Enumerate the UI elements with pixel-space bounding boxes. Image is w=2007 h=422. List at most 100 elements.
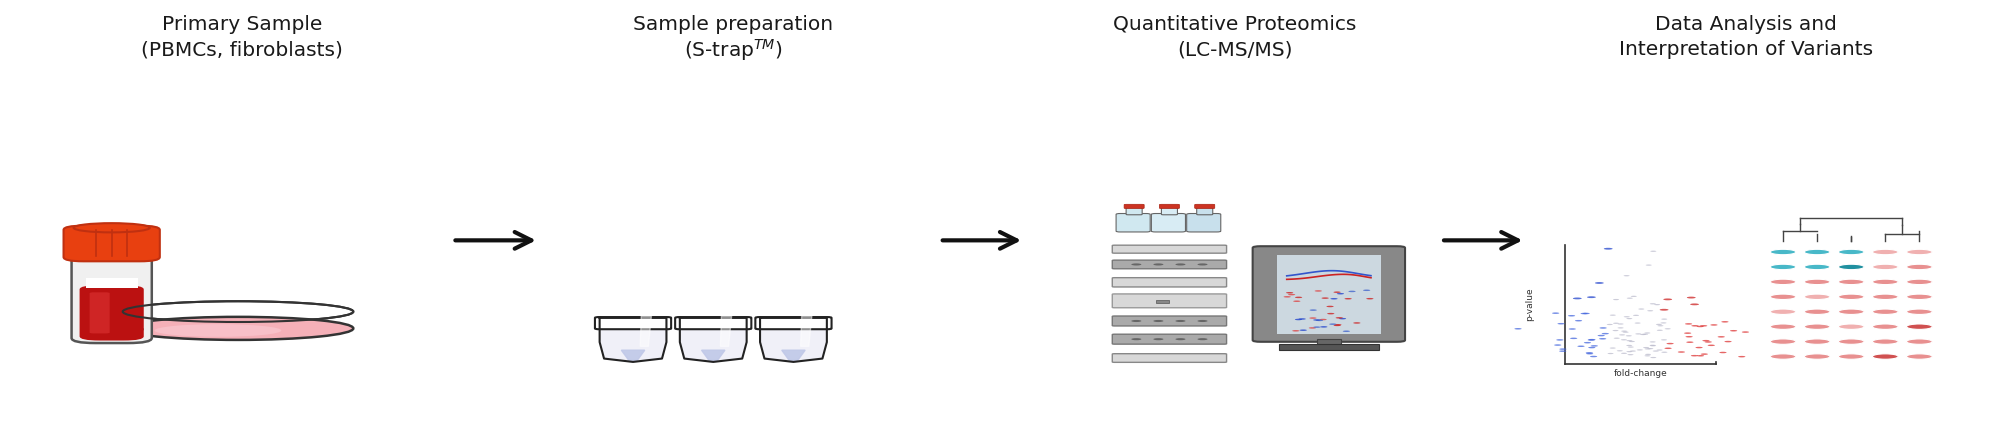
Circle shape: [1802, 339, 1828, 344]
Circle shape: [1684, 323, 1692, 325]
FancyBboxPatch shape: [64, 226, 161, 261]
Bar: [86, 279, 138, 288]
Bar: [1276, 255, 1381, 334]
Circle shape: [1696, 355, 1704, 357]
Ellipse shape: [122, 301, 353, 322]
Circle shape: [1686, 297, 1694, 298]
Circle shape: [1315, 319, 1323, 321]
Circle shape: [1343, 330, 1349, 332]
Circle shape: [1513, 328, 1521, 330]
Bar: [1278, 344, 1379, 350]
Circle shape: [1620, 339, 1626, 341]
Circle shape: [1652, 350, 1658, 352]
Polygon shape: [680, 318, 747, 362]
FancyBboxPatch shape: [1126, 208, 1142, 215]
Circle shape: [1770, 339, 1794, 344]
Circle shape: [1309, 309, 1317, 311]
Circle shape: [1628, 341, 1634, 342]
FancyBboxPatch shape: [1158, 204, 1178, 208]
FancyBboxPatch shape: [1196, 208, 1212, 215]
Circle shape: [1578, 346, 1584, 347]
Circle shape: [1666, 343, 1674, 344]
Circle shape: [1152, 263, 1162, 265]
Polygon shape: [600, 318, 666, 362]
Circle shape: [1286, 294, 1295, 295]
Circle shape: [1130, 320, 1140, 322]
Circle shape: [1694, 347, 1702, 348]
Circle shape: [1642, 334, 1648, 335]
Circle shape: [1293, 300, 1301, 302]
FancyBboxPatch shape: [1112, 354, 1226, 362]
Circle shape: [1720, 321, 1728, 322]
Circle shape: [1598, 338, 1606, 340]
Circle shape: [1299, 318, 1305, 320]
Circle shape: [1612, 299, 1618, 300]
Circle shape: [1730, 330, 1736, 332]
Text: Data Analysis and: Data Analysis and: [1654, 15, 1836, 34]
Circle shape: [1567, 328, 1575, 330]
Circle shape: [1656, 324, 1662, 325]
Circle shape: [1905, 294, 1931, 300]
Circle shape: [1152, 320, 1162, 322]
Circle shape: [1770, 264, 1794, 270]
Circle shape: [1331, 298, 1337, 300]
Circle shape: [1333, 325, 1341, 326]
Circle shape: [1624, 275, 1630, 276]
FancyBboxPatch shape: [1150, 214, 1184, 232]
Circle shape: [1724, 341, 1730, 342]
Text: (PBMCs, fibroblasts): (PBMCs, fibroblasts): [140, 40, 343, 59]
Circle shape: [1624, 316, 1630, 317]
Text: Sample preparation: Sample preparation: [632, 15, 833, 34]
Circle shape: [1871, 324, 1897, 330]
Circle shape: [1654, 304, 1660, 305]
Circle shape: [1802, 324, 1828, 330]
Ellipse shape: [74, 223, 151, 233]
Circle shape: [1174, 320, 1184, 322]
Polygon shape: [761, 318, 827, 362]
Circle shape: [1650, 303, 1656, 304]
Circle shape: [1802, 279, 1828, 284]
Ellipse shape: [122, 317, 353, 340]
Circle shape: [1571, 298, 1582, 299]
Circle shape: [1770, 354, 1794, 359]
Circle shape: [1196, 338, 1206, 340]
Circle shape: [1626, 354, 1632, 355]
Circle shape: [1614, 338, 1620, 339]
Circle shape: [1871, 249, 1897, 255]
Circle shape: [1567, 315, 1573, 316]
Circle shape: [1644, 354, 1650, 355]
Circle shape: [1282, 296, 1291, 298]
Circle shape: [1660, 322, 1666, 324]
Circle shape: [1706, 345, 1714, 346]
Circle shape: [1588, 347, 1596, 348]
Polygon shape: [620, 350, 644, 361]
Bar: [1156, 300, 1168, 303]
Circle shape: [1802, 309, 1828, 314]
Circle shape: [1704, 341, 1712, 343]
Circle shape: [1686, 341, 1692, 343]
Circle shape: [1702, 340, 1708, 341]
Circle shape: [1905, 324, 1931, 330]
Circle shape: [1299, 330, 1307, 331]
Circle shape: [1650, 345, 1656, 346]
FancyBboxPatch shape: [594, 317, 670, 329]
Circle shape: [1770, 279, 1794, 284]
Circle shape: [1684, 333, 1690, 334]
Circle shape: [1836, 279, 1862, 284]
Circle shape: [1656, 349, 1662, 351]
FancyBboxPatch shape: [1112, 334, 1226, 344]
Circle shape: [1718, 352, 1726, 353]
Circle shape: [1580, 313, 1588, 314]
Circle shape: [1640, 334, 1646, 335]
Circle shape: [1632, 315, 1638, 316]
Circle shape: [1696, 326, 1702, 327]
Circle shape: [1836, 354, 1862, 359]
Circle shape: [1327, 306, 1333, 307]
FancyBboxPatch shape: [1160, 208, 1176, 215]
FancyBboxPatch shape: [1112, 316, 1226, 326]
Circle shape: [1606, 324, 1612, 325]
FancyBboxPatch shape: [1124, 204, 1144, 208]
Circle shape: [1738, 356, 1744, 357]
Circle shape: [1644, 348, 1650, 349]
Circle shape: [1339, 318, 1345, 319]
